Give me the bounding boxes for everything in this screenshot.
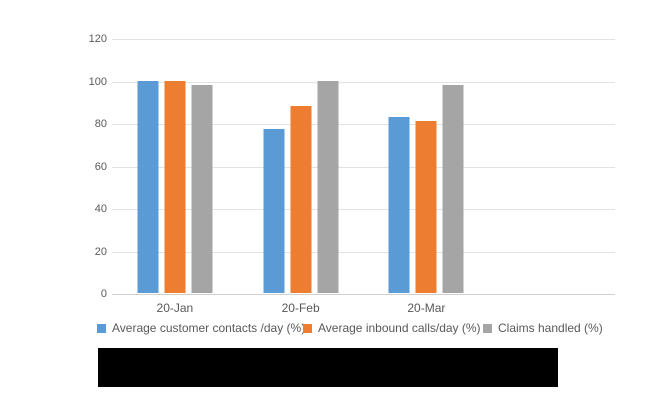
bar	[388, 116, 410, 293]
gridline-100	[112, 81, 615, 83]
bar	[191, 84, 213, 293]
y-axis-label: 0	[100, 288, 107, 300]
x-axis-label: 20-Jan	[156, 301, 194, 315]
gridline-80	[112, 124, 615, 125]
x-axis-label: 20-Mar	[407, 301, 446, 315]
legend-swatch-icon	[483, 323, 492, 333]
bar	[164, 80, 186, 293]
plot-area	[112, 39, 615, 295]
y-axis-label: 60	[94, 160, 107, 173]
legend-swatch-icon	[97, 323, 106, 333]
bar	[415, 120, 437, 293]
bar	[137, 80, 159, 293]
legend-swatch-icon	[303, 323, 312, 333]
bar	[317, 80, 339, 293]
bar	[263, 129, 285, 293]
y-axis-label: 40	[94, 203, 107, 215]
bar-group-20-Feb	[263, 80, 339, 293]
y-axis-label: 120	[88, 33, 107, 45]
redaction-box	[98, 348, 558, 387]
y-axis-label: 20	[94, 245, 107, 258]
x-axis-label: 20-Feb	[281, 301, 320, 315]
legend-label: Claims handled (%)	[498, 321, 603, 335]
y-axis-label: 100	[88, 75, 107, 88]
bar	[290, 106, 312, 293]
gridline-0	[112, 294, 615, 295]
gridline-40	[112, 209, 615, 210]
gridline-20	[112, 251, 615, 253]
bar-group-20-Jan	[137, 80, 213, 293]
bar	[442, 84, 464, 293]
legend-item: Average inbound calls/day (%)	[303, 321, 481, 335]
legend-item: Average customer contacts /day (%)	[97, 321, 305, 335]
bar-group-20-Mar	[388, 84, 464, 293]
legend-label: Average customer contacts /day (%)	[112, 321, 306, 335]
legend-item: Claims handled (%)	[483, 321, 603, 335]
legend-label: Average inbound calls/day (%)	[318, 321, 481, 335]
y-axis-label: 80	[94, 118, 107, 130]
gridline-120	[112, 39, 615, 40]
gridline-60	[112, 166, 615, 168]
